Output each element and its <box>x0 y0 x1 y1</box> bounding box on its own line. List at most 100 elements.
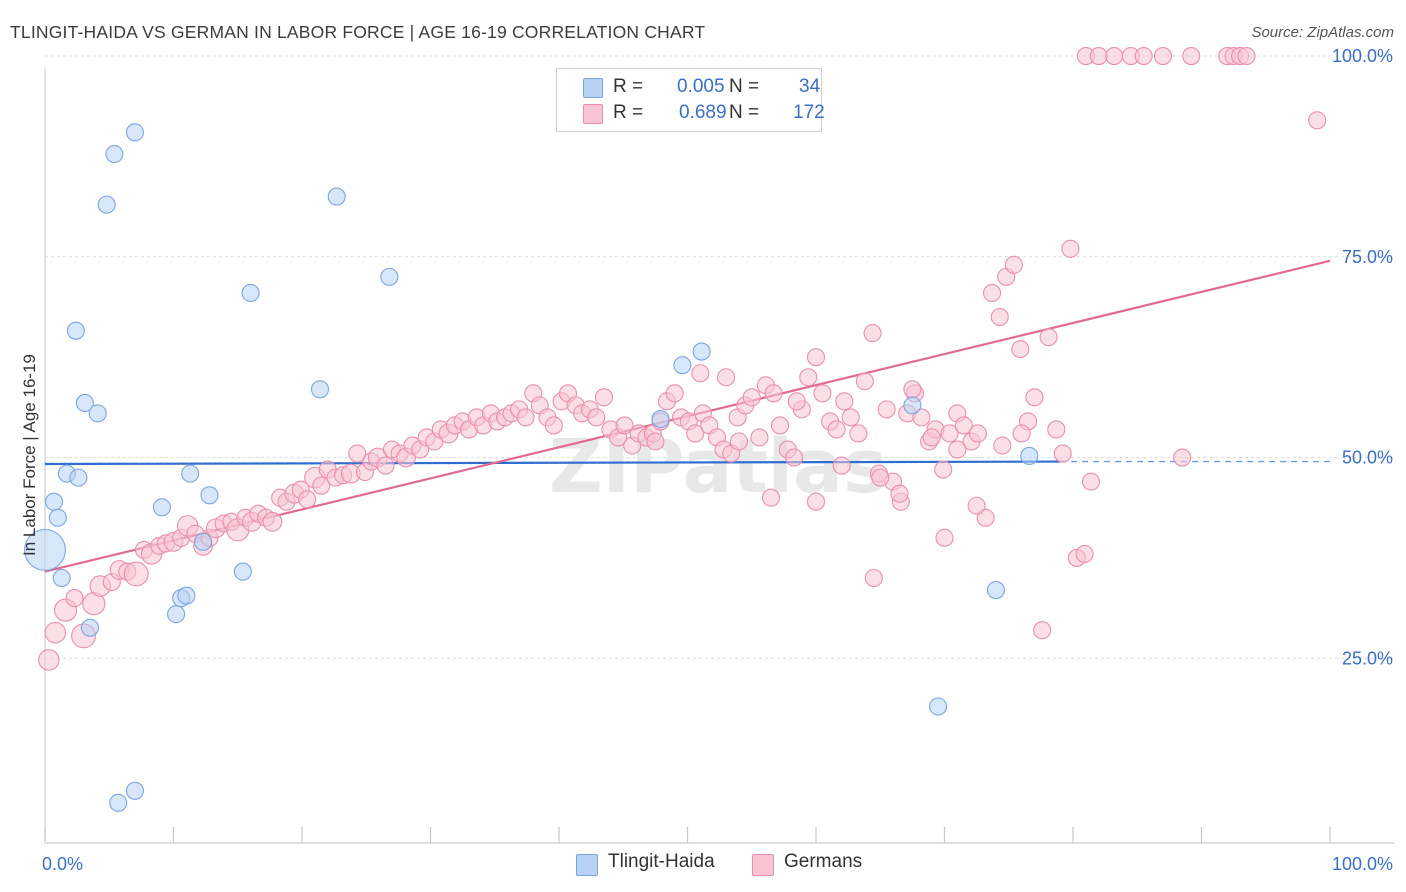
germans-point <box>665 384 684 403</box>
germans-point <box>1053 444 1072 463</box>
y-tick-label: 75.0% <box>1342 247 1393 267</box>
germans-point <box>799 368 818 387</box>
germans-point <box>948 440 967 459</box>
germans-point <box>940 424 959 443</box>
tlingit-haida-point <box>88 404 107 423</box>
tlingit-haida-point <box>167 605 186 624</box>
germans-point <box>1308 111 1327 130</box>
germans-point <box>1004 255 1023 274</box>
germans-point <box>770 416 790 435</box>
legend-n-label: N = <box>729 102 760 123</box>
germans-point <box>65 589 84 608</box>
germans-point <box>1012 424 1031 443</box>
bottom-legend-swatch-germans <box>752 854 774 876</box>
germans-point <box>312 476 331 495</box>
germans-point <box>1081 472 1101 491</box>
germans-point <box>1134 47 1153 66</box>
legend-n-value: 172 <box>793 102 825 123</box>
tlingit-haida-point <box>52 568 71 588</box>
tlingit-haida-point <box>177 586 196 605</box>
germans-point <box>835 392 854 411</box>
germans-point <box>764 384 783 403</box>
germans-point <box>976 508 995 527</box>
tlingit-haida-point <box>66 321 85 340</box>
germans-point <box>871 468 890 487</box>
chart-source: Source: ZipAtlas.com <box>1251 24 1394 41</box>
tlingit-haida-point <box>903 396 922 415</box>
germans-point <box>934 460 953 479</box>
germans-point <box>298 490 317 509</box>
tlingit-haida-point <box>105 144 124 164</box>
tlingit-haida-point <box>310 380 330 399</box>
legend-n-label: N = <box>729 76 760 97</box>
tlingit-haida-point <box>241 283 260 302</box>
germans-point <box>761 488 781 507</box>
germans-point <box>785 448 804 467</box>
germans-point <box>376 456 395 475</box>
y-tick-label: 50.0% <box>1342 448 1393 468</box>
germans-point <box>348 444 367 463</box>
legend-n-value: 34 <box>799 76 821 97</box>
y-tick-label: 100.0% <box>1332 46 1393 66</box>
germans-point <box>729 432 748 451</box>
tlingit-haida-point <box>44 492 64 511</box>
germans-point <box>787 392 806 411</box>
y-tick-label: 25.0% <box>1342 648 1393 668</box>
tlingit-haida-point <box>48 508 67 527</box>
germans-point <box>1105 47 1124 66</box>
tlingit-haida-point <box>97 195 116 214</box>
tlingit-haida-point <box>673 356 692 375</box>
germans-point <box>1033 621 1052 640</box>
germans-point <box>954 416 973 435</box>
tlingit-haida-point <box>125 781 144 800</box>
germans-point <box>44 621 67 644</box>
germans-point <box>1047 420 1066 439</box>
germans-point <box>1089 47 1108 66</box>
germans-point <box>1025 388 1044 407</box>
germans-point <box>544 416 563 435</box>
legend-swatch-germans <box>583 104 603 124</box>
germans-point <box>806 348 826 367</box>
germans-point <box>855 372 874 391</box>
germans-point <box>123 561 149 587</box>
tick-labels: 100.0% 75.0% 50.0% 25.0% 0.0% 100.0% <box>42 46 1393 874</box>
germans-point <box>38 649 60 671</box>
germans-point <box>594 388 614 407</box>
tlingit-haida-point <box>125 123 144 142</box>
tlingit-haida-point <box>986 581 1005 600</box>
tlingit-haida-point <box>233 562 252 581</box>
germans-point <box>890 484 909 503</box>
tlingit-haida-point <box>929 697 948 716</box>
legend-r-value: 0.689 <box>679 102 727 123</box>
germans-point <box>841 408 860 427</box>
germans-point <box>813 384 832 403</box>
germans-point <box>982 283 1002 302</box>
germans-point <box>516 408 535 427</box>
germans-point <box>967 496 986 515</box>
germans-point <box>646 432 665 451</box>
germans-point <box>1061 239 1080 258</box>
germans-point <box>993 436 1012 455</box>
tlingit-haida-point <box>69 468 88 487</box>
bottom-legend-label: Tlingit-Haida <box>608 851 715 872</box>
germans-point <box>922 428 941 447</box>
germans-point <box>1153 47 1172 66</box>
chart-title: TLINGIT-HAIDA VS GERMAN IN LABOR FORCE |… <box>10 22 706 42</box>
tlingit-haida-point <box>380 267 399 286</box>
germans-point <box>903 380 922 399</box>
data-points <box>24 47 1327 812</box>
legend-r-value: 0.005 <box>677 76 725 97</box>
tlingit-haida-point <box>109 793 128 812</box>
axes <box>44 68 1395 844</box>
germans-point <box>742 388 761 407</box>
germans-point <box>615 416 634 435</box>
germans-point <box>864 568 883 588</box>
germans-point <box>827 420 846 439</box>
bottom-legend-label: Germans <box>784 851 863 872</box>
germans-point <box>716 368 736 387</box>
tlingit-haida-point <box>651 409 670 429</box>
germans-point <box>832 456 851 475</box>
tlingit-haida-point <box>200 486 219 505</box>
bottom-legend-swatch-tlingit-haida <box>576 854 598 876</box>
tlingit-haida-point <box>194 532 213 551</box>
